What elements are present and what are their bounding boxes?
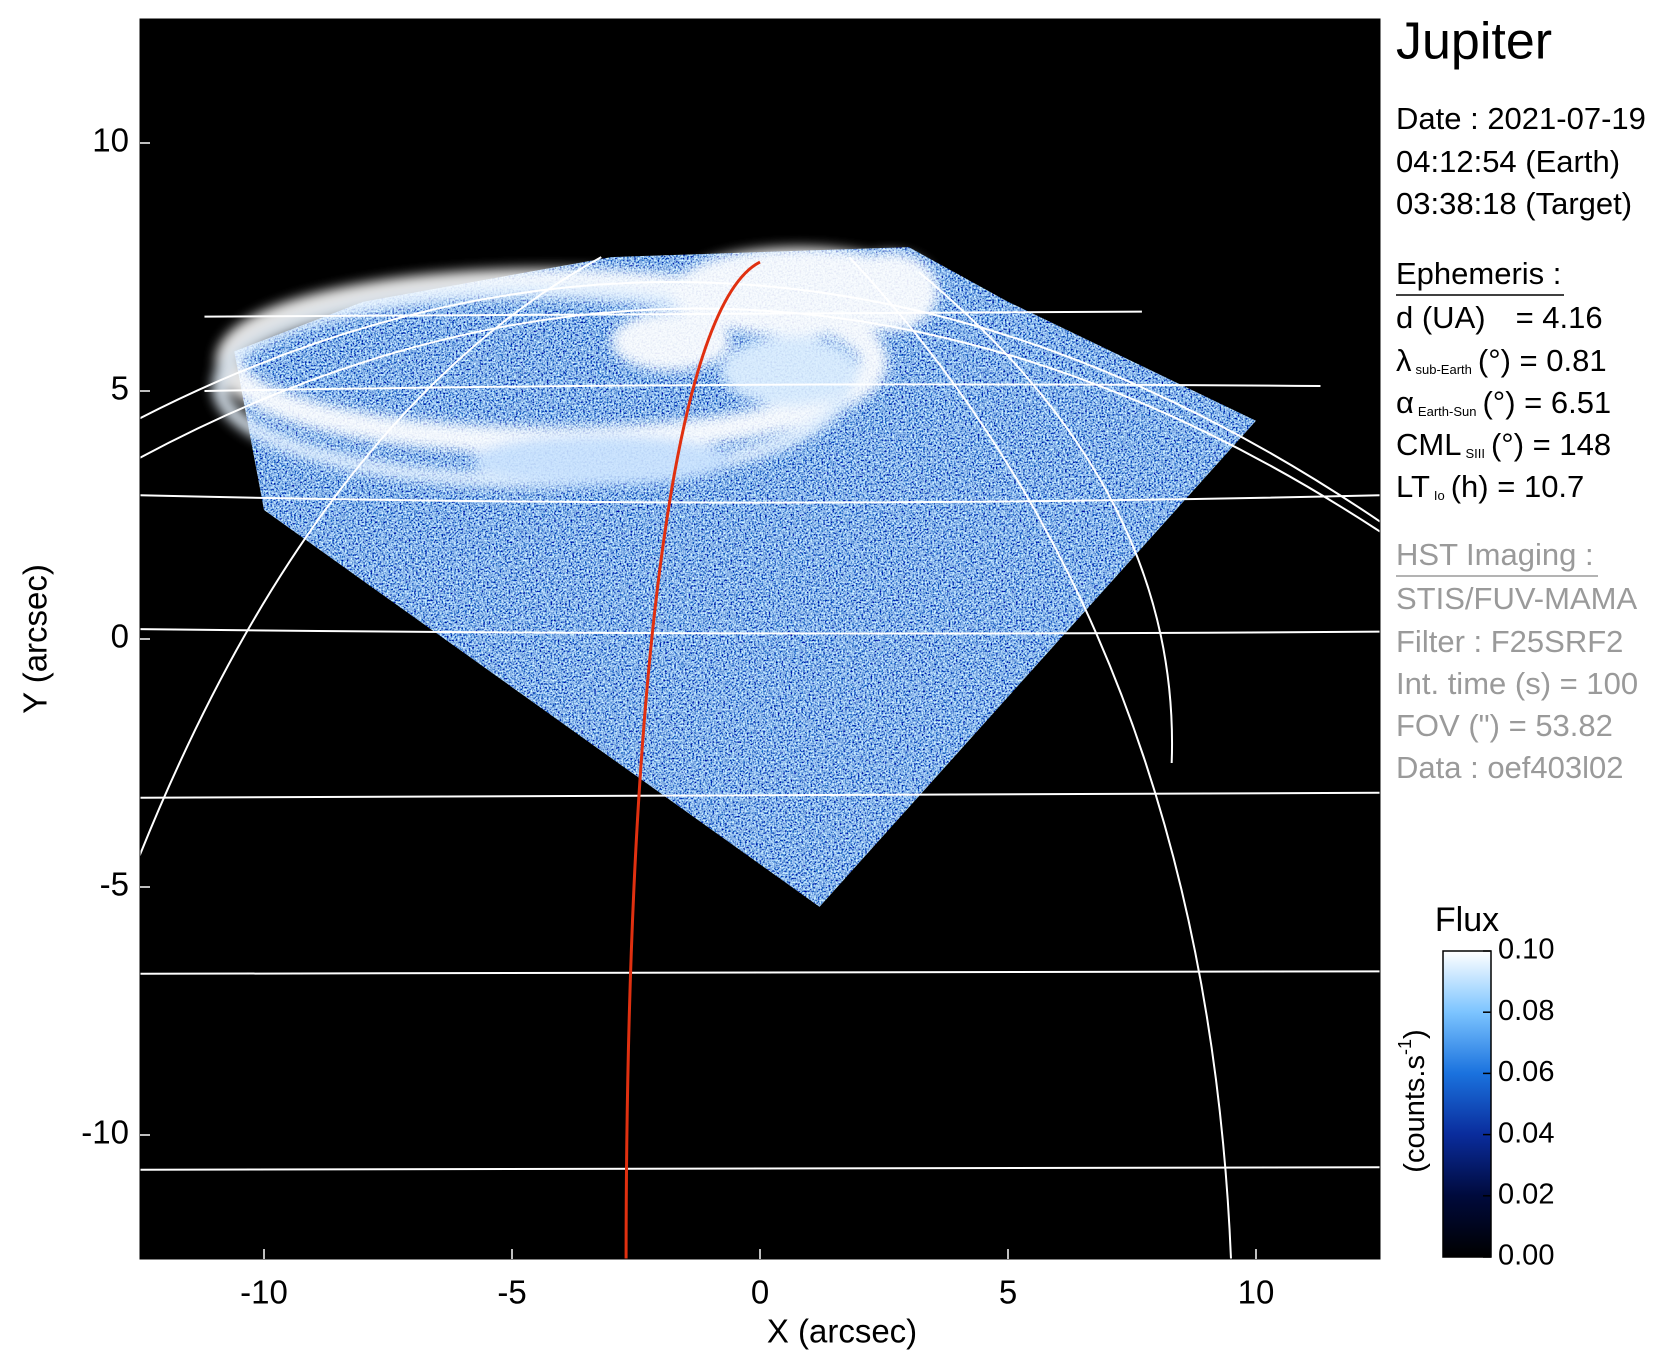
aurora-overlay <box>135 247 1385 1264</box>
colorbar-tick-label: 0.06 <box>1498 1056 1554 1088</box>
colorbar-title: Flux <box>1435 901 1499 939</box>
x-tick-label: 0 <box>751 1274 769 1311</box>
ephemeris-line: LT Io (h) = 10.7 <box>1396 469 1584 504</box>
x-tick-label: 5 <box>999 1274 1017 1311</box>
colorbar-tick-label: 0.08 <box>1498 995 1554 1027</box>
ephemeris-line: λ sub-Earth (°) = 0.81 <box>1396 343 1607 378</box>
ephemeris-value: (°) = 6.51 <box>1482 385 1611 420</box>
hst-line: FOV (") = 53.82 <box>1396 708 1613 743</box>
ephemeris-value: (°) = 0.81 <box>1478 343 1607 378</box>
hst-line: STIS/FUV-MAMA <box>1396 581 1637 616</box>
ephemeris-line: CML SIII (°) = 148 <box>1396 427 1611 462</box>
colorbar-tick-label: 0.02 <box>1498 1178 1554 1210</box>
y-tick-label: -5 <box>100 866 129 903</box>
colorbar-label: (counts.s-1) <box>1395 1029 1431 1172</box>
y-tick-label: 10 <box>92 122 129 159</box>
y-tick-label: 0 <box>111 618 129 655</box>
date-line: 03:38:18 (Target) <box>1396 186 1632 221</box>
ephemeris-label: α <box>1396 385 1414 420</box>
colorbar-tick-label: 0.00 <box>1498 1240 1554 1272</box>
ephemeris-label: d (UA) <box>1396 300 1486 335</box>
date-line: Date : 2021-07-19 <box>1396 101 1646 136</box>
ephemeris-label: λ <box>1396 343 1412 378</box>
ephemeris-value: (°) = 148 <box>1491 427 1611 462</box>
x-tick-label: 10 <box>1238 1274 1275 1311</box>
colorbar-tick-label: 0.10 <box>1498 934 1554 966</box>
hst-line: Int. time (s) = 100 <box>1396 666 1638 701</box>
ephemeris-sub: sub-Earth <box>1416 362 1472 377</box>
title: Jupiter <box>1396 13 1552 71</box>
ephemeris-label: LT <box>1396 469 1430 504</box>
ephemeris-label: CML <box>1396 427 1461 462</box>
hst-line: Filter : F25SRF2 <box>1396 624 1623 659</box>
colorbar <box>1442 950 1492 1258</box>
hst-title: HST Imaging : <box>1396 537 1594 572</box>
colorbar-label-end: ) <box>1399 1029 1431 1039</box>
ephemeris-sub: Io <box>1434 488 1445 503</box>
ephemeris-sub: SIII <box>1465 446 1485 461</box>
ephemeris-value: = 4.16 <box>1516 300 1603 335</box>
y-axis-label: Y (arcsec) <box>17 564 54 714</box>
overlay <box>135 247 1385 1264</box>
x-tick-label: -5 <box>497 1274 526 1311</box>
ephemeris-line: α Earth-Sun (°) = 6.51 <box>1396 385 1611 420</box>
colorbar-tick-label: 0.04 <box>1498 1117 1554 1149</box>
ephemeris-sub: Earth-Sun <box>1418 404 1477 419</box>
ephemeris-value: (h) = 10.7 <box>1451 469 1585 504</box>
x-tick-label: -10 <box>240 1274 288 1311</box>
y-tick-label: -10 <box>81 1114 129 1151</box>
colorbar-label-sup: -1 <box>1395 1039 1415 1055</box>
y-tick-label: 5 <box>111 370 129 407</box>
x-axis-label: X (arcsec) <box>767 1313 917 1350</box>
date-line: 04:12:54 (Earth) <box>1396 144 1620 179</box>
hst-line: Data : oef403l02 <box>1396 750 1624 785</box>
ephemeris-line: d (UA) = 4.16 <box>1396 300 1603 335</box>
colorbar-label-text: (counts.s <box>1399 1055 1431 1173</box>
ephemeris-title: Ephemeris : <box>1396 256 1561 291</box>
